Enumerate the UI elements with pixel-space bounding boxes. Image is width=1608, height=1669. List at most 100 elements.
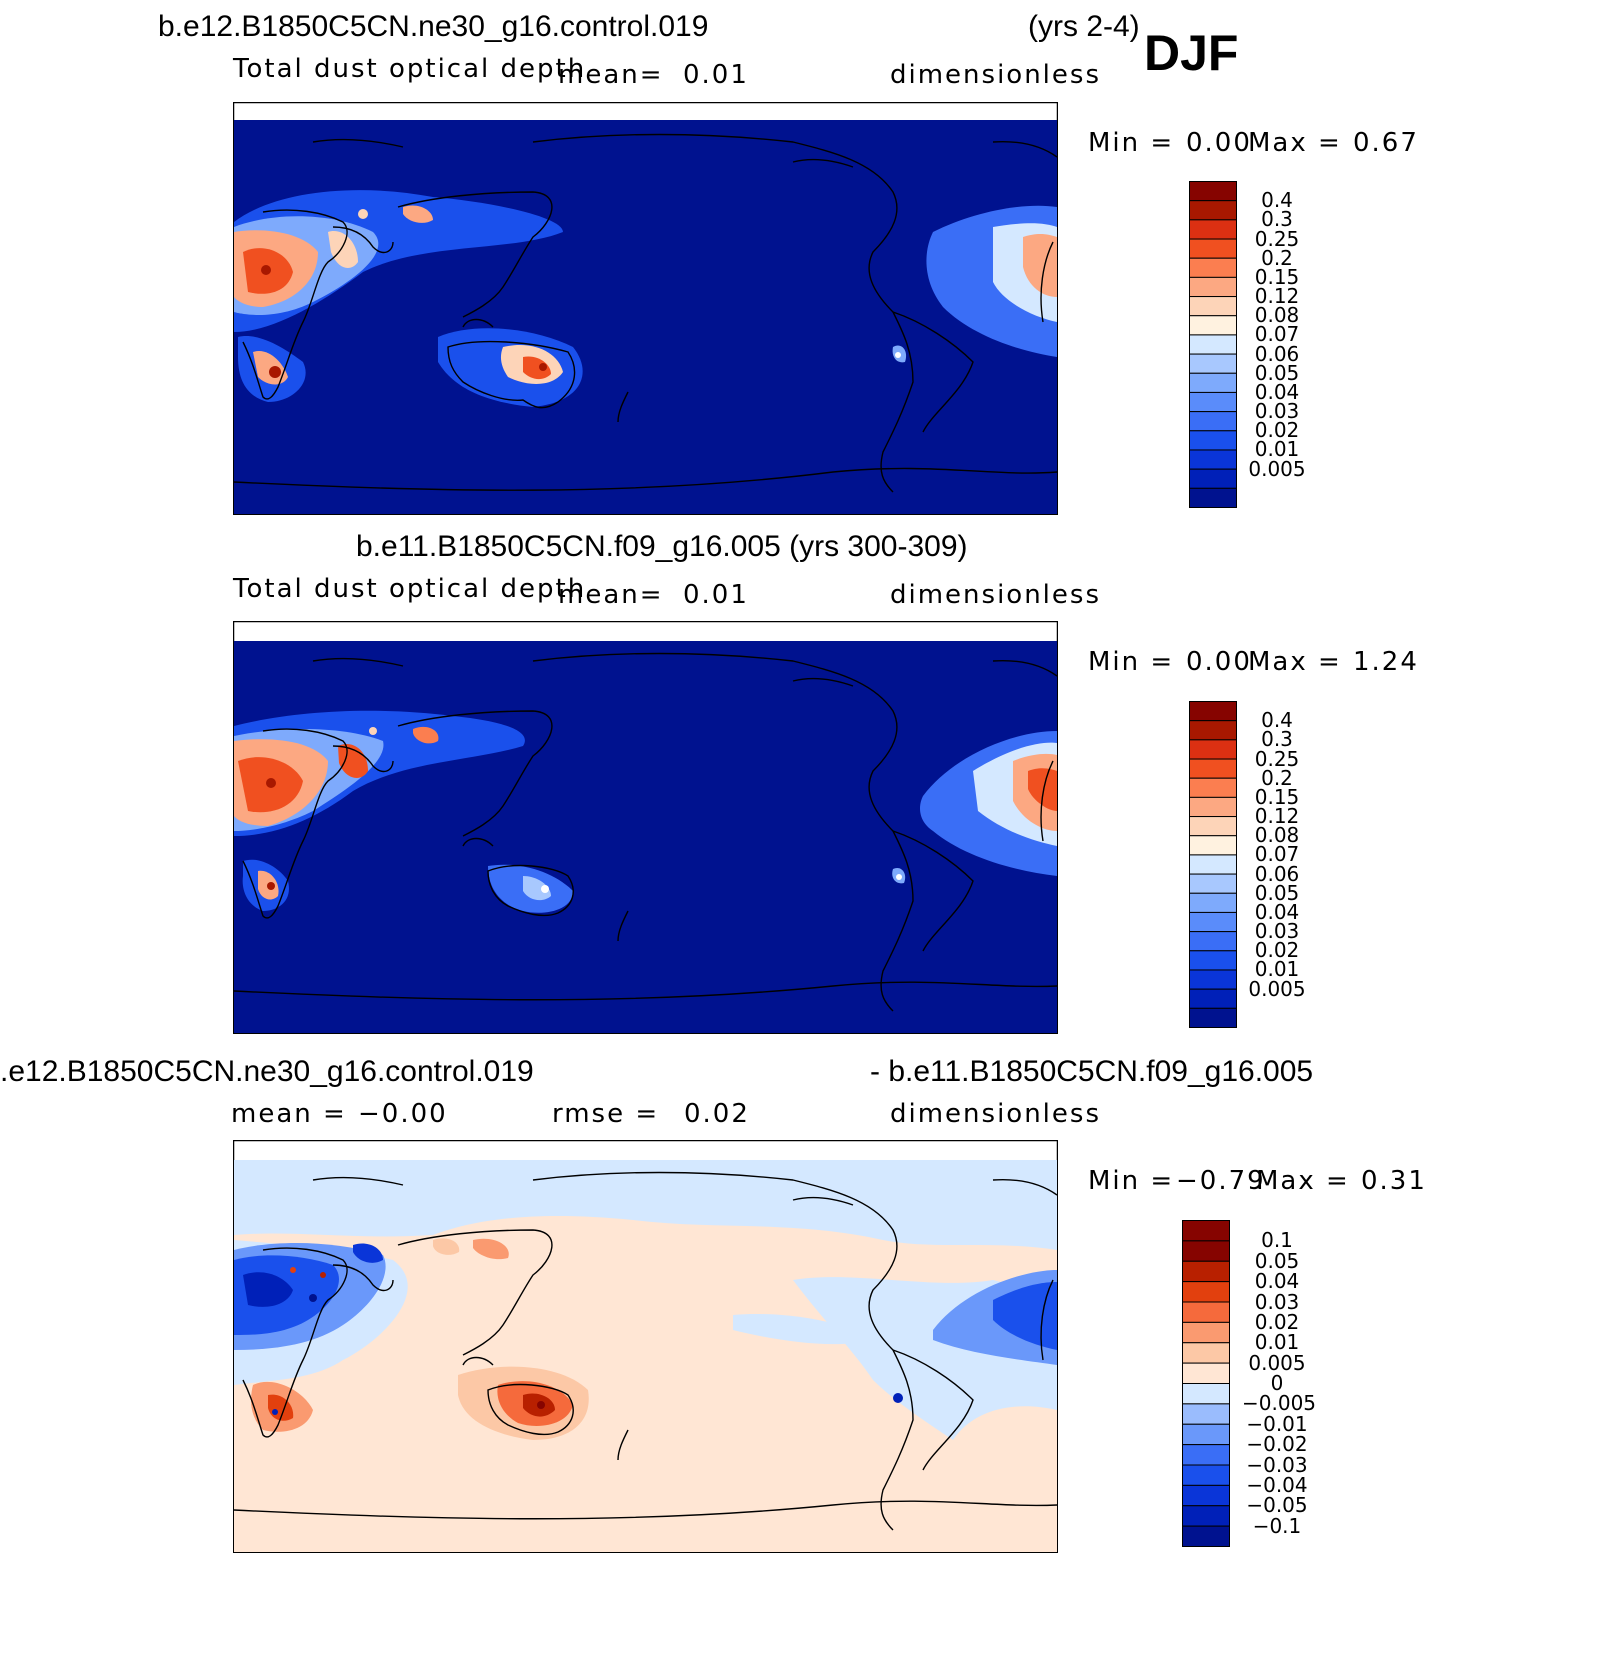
colorbar-box <box>1189 315 1237 336</box>
colorbar-level-label: 0.15 <box>1254 264 1300 289</box>
colorbar-level-label: 0.005 <box>1248 456 1306 481</box>
colorbar-box <box>1182 1362 1230 1384</box>
top-variable: Total dust optical depth <box>233 54 587 84</box>
colorbar-box <box>1182 1301 1230 1323</box>
colorbar-box <box>1182 1444 1230 1466</box>
colorbar-box <box>1182 1260 1230 1283</box>
colorbar-box <box>1182 1423 1230 1446</box>
colorbar-box <box>1182 1505 1230 1527</box>
colorbar-box <box>1182 1220 1230 1242</box>
colorbar-level-label: 0.04 <box>1254 379 1300 404</box>
colorbar-box <box>1182 1525 1230 1547</box>
top-min-value: 0.00 <box>1186 128 1252 158</box>
colorbar-level-label: 0.03 <box>1254 919 1300 944</box>
colorbar-box <box>1189 1007 1237 1028</box>
colorbar-level-label: 0.12 <box>1254 284 1300 309</box>
top-years: (yrs 2-4) <box>1028 10 1140 43</box>
colorbar-box <box>1189 854 1237 875</box>
colorbar-box <box>1189 487 1237 508</box>
colorbar-level-label: 0.15 <box>1254 784 1300 809</box>
colorbar-box <box>1189 181 1237 202</box>
colorbar-box <box>1189 430 1237 451</box>
middle-max-label: Max = <box>1248 647 1342 677</box>
colorbar-box <box>1189 835 1237 856</box>
middle-min-value: 0.00 <box>1186 647 1252 677</box>
diff-coastlines <box>233 1171 1058 1531</box>
middle-map <box>233 621 1058 1034</box>
colorbar-level-label: −0.1 <box>1252 1513 1302 1538</box>
colorbar-box <box>1189 353 1237 374</box>
colorbar-box <box>1189 720 1237 741</box>
colorbar-level-label: 0.04 <box>1254 1269 1300 1294</box>
colorbar-box <box>1182 1383 1230 1405</box>
colorbar-level-label: 0.03 <box>1254 399 1300 424</box>
colorbar-box <box>1189 950 1237 971</box>
top-mean-label: mean= <box>558 60 664 90</box>
colorbar-level-label: −0.01 <box>1246 1411 1308 1436</box>
diff-mean-label: mean = <box>231 1099 347 1129</box>
colorbar-level-label: 0.4 <box>1261 708 1293 733</box>
colorbar-level-label: 0.1 <box>1261 1228 1293 1253</box>
colorbar-box <box>1182 1484 1230 1507</box>
colorbar-level-label: 0.03 <box>1254 1289 1300 1314</box>
colorbar-box <box>1189 238 1237 259</box>
colorbar-box <box>1189 257 1237 278</box>
colorbar-level-label: −0.05 <box>1246 1493 1308 1518</box>
colorbar-level-label: 0.07 <box>1254 842 1300 867</box>
colorbar-level-label: 0.07 <box>1254 322 1300 347</box>
diff-map <box>233 1140 1058 1553</box>
colorbar-level-label: 0.01 <box>1254 1330 1300 1355</box>
colorbar-box <box>1182 1240 1230 1262</box>
colorbar-box <box>1182 1281 1230 1303</box>
middle-case-title: b.e11.B1850C5CN.f09_g16.005 (yrs 300-309… <box>356 530 968 563</box>
colorbar-box <box>1189 777 1237 798</box>
colorbar-level-label: −0.04 <box>1246 1472 1308 1497</box>
top-dust-north-africa <box>234 190 563 332</box>
colorbar-box <box>1189 411 1237 432</box>
colorbar-box <box>1189 873 1237 894</box>
middle-colorbar <box>1189 701 1237 1028</box>
colorbar-box <box>1182 1342 1230 1364</box>
colorbar-box <box>1189 468 1237 489</box>
colorbar-box <box>1182 1321 1230 1344</box>
diff-positive-australia <box>458 1366 589 1440</box>
middle-dust-southern-africa <box>242 859 289 911</box>
top-min-label: Min = <box>1088 128 1175 158</box>
colorbar-level-label: 0.4 <box>1261 188 1293 213</box>
colorbar-level-label: 0.04 <box>1254 899 1300 924</box>
top-dust-australia <box>438 328 583 407</box>
colorbar-level-label: 0.01 <box>1254 437 1300 462</box>
colorbar-box <box>1189 334 1237 355</box>
diff-rmse-value: 0.02 <box>684 1099 750 1129</box>
colorbar-level-label: 0.25 <box>1254 226 1300 251</box>
middle-min-label: Min = <box>1088 647 1175 677</box>
top-map <box>233 102 1058 515</box>
colorbar-level-label: −0.03 <box>1246 1452 1308 1477</box>
colorbar-level-label: 0.02 <box>1254 1309 1300 1334</box>
diff-case-a: .e12.B1850C5CN.ne30_g16.control.019 <box>0 1055 534 1088</box>
colorbar-box <box>1189 449 1237 470</box>
top-mean-value: 0.01 <box>683 60 749 90</box>
colorbar-box <box>1189 988 1237 1009</box>
colorbar-box <box>1189 372 1237 393</box>
middle-coastlines <box>233 652 1058 1012</box>
diff-case-b: - b.e11.B1850C5CN.f09_g16.005 <box>870 1055 1314 1088</box>
middle-mean-value: 0.01 <box>683 580 749 610</box>
colorbar-level-label: 0.005 <box>1248 976 1306 1001</box>
colorbar-box <box>1189 892 1237 913</box>
diff-min-label: Min = <box>1088 1166 1175 1196</box>
top-dust-southern-africa <box>238 336 306 402</box>
season-label: DJF <box>1144 25 1239 81</box>
diff-rmse-label: rmse = <box>552 1099 660 1129</box>
colorbar-box <box>1182 1403 1230 1425</box>
colorbar-level-label: 0.05 <box>1254 360 1300 385</box>
colorbar-level-label: 0.005 <box>1248 1350 1306 1375</box>
colorbar-level-label: 0.2 <box>1261 245 1293 270</box>
middle-dust-atlantic <box>920 731 1057 876</box>
colorbar-box <box>1189 796 1237 818</box>
colorbar-box <box>1189 758 1237 779</box>
middle-units: dimensionless <box>890 580 1101 610</box>
colorbar-level-label: 0.05 <box>1254 880 1300 905</box>
colorbar-level-label: 0.01 <box>1254 957 1300 982</box>
colorbar-level-label: 0.2 <box>1261 765 1293 790</box>
